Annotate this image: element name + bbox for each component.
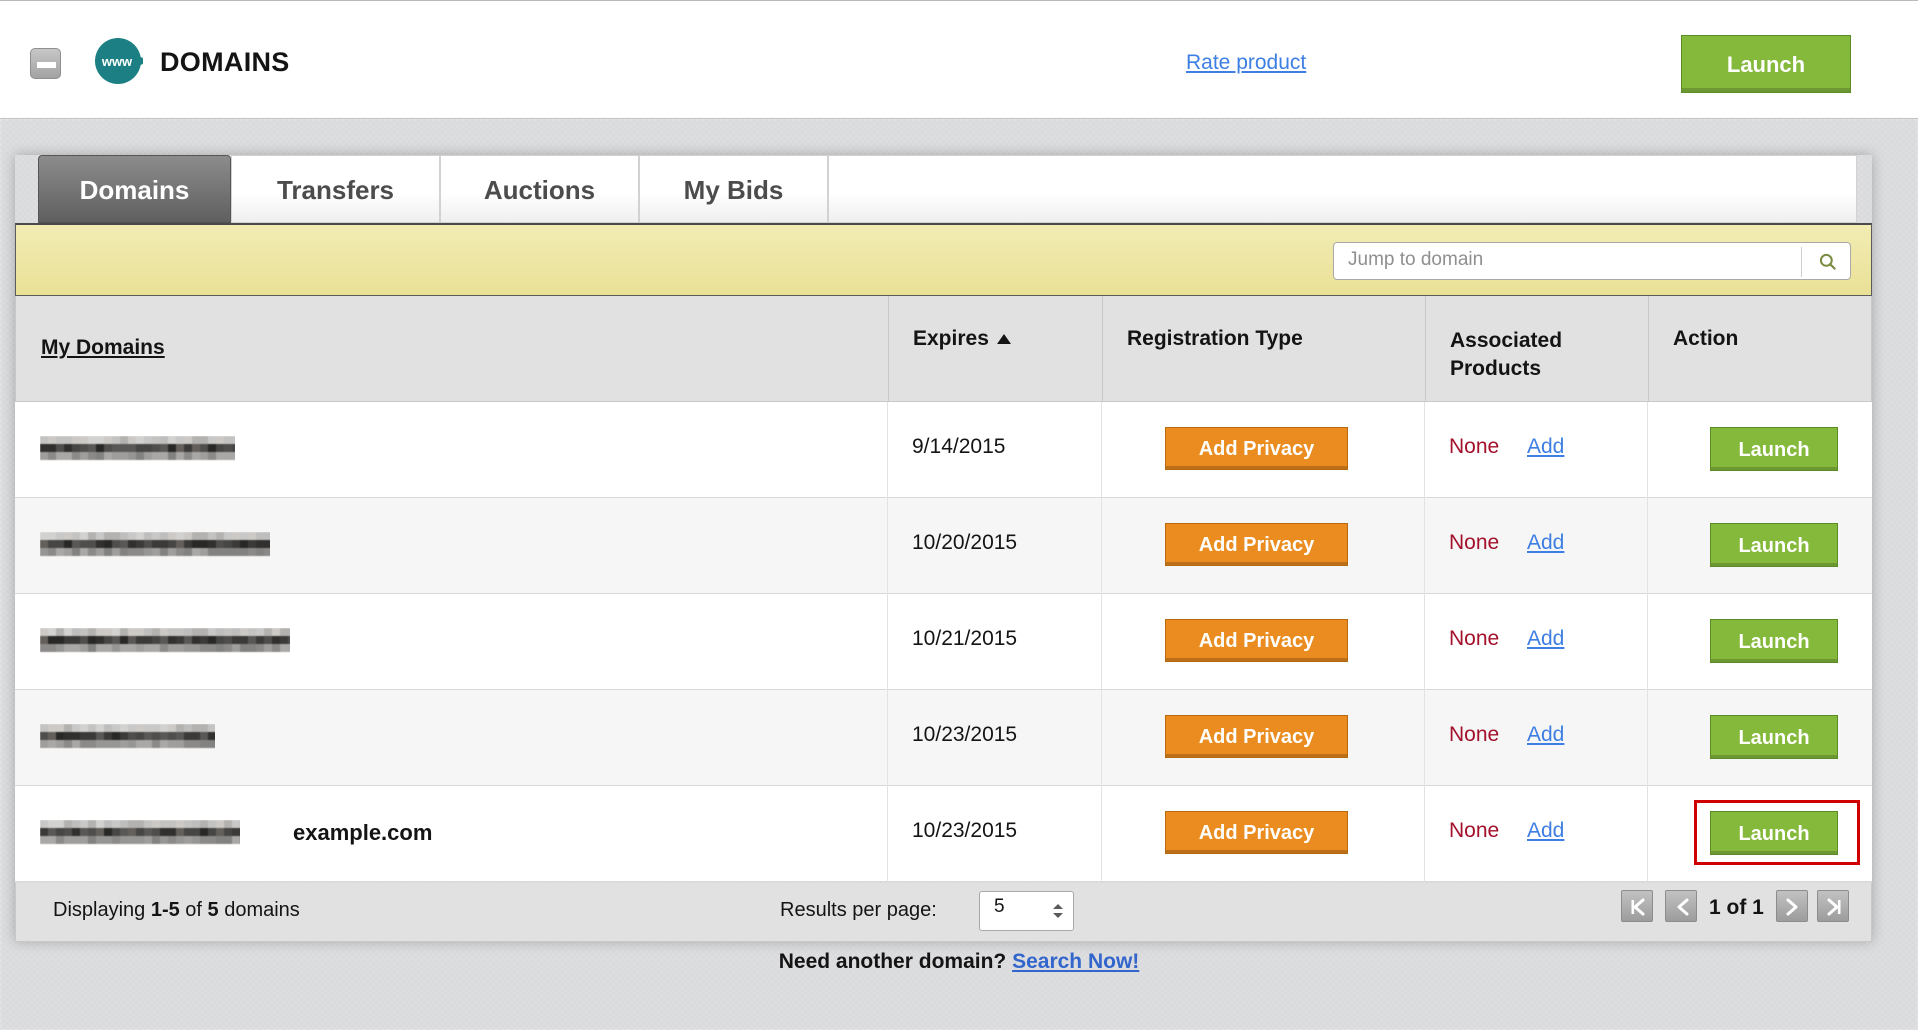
svg-text:www: www [101, 54, 133, 69]
